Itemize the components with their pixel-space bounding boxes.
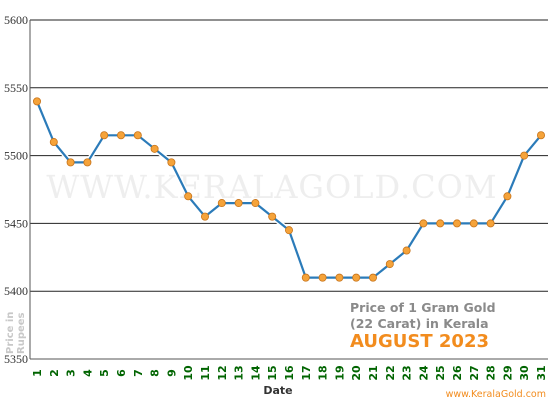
- x-axis-label: Date: [263, 384, 292, 397]
- data-point: [117, 131, 126, 140]
- x-tick-label: 12: [216, 365, 229, 380]
- x-tick-label: 2: [48, 369, 61, 377]
- data-point: [184, 192, 193, 201]
- data-point: [100, 131, 109, 140]
- data-point: [284, 226, 293, 235]
- data-point: [436, 219, 445, 228]
- data-point: [133, 131, 142, 140]
- x-tick-label: 8: [149, 369, 162, 377]
- x-tick-label: 14: [249, 365, 262, 381]
- data-point: [200, 212, 209, 221]
- x-tick-label: 11: [199, 365, 212, 380]
- data-point: [419, 219, 428, 228]
- y-tick-label: 5350: [4, 352, 28, 366]
- data-point: [217, 199, 226, 208]
- info-month: AUGUST 2023: [350, 331, 489, 352]
- x-tick-label: 30: [518, 365, 531, 381]
- x-tick-label: 10: [182, 365, 195, 381]
- y-axis-label-line-2: Rupees: [16, 312, 27, 354]
- x-tick-label: 23: [401, 365, 414, 380]
- data-point: [49, 138, 58, 147]
- data-point: [268, 212, 277, 221]
- data-point: [251, 199, 260, 208]
- data-point: [167, 158, 176, 167]
- data-point: [503, 192, 512, 201]
- data-point: [520, 151, 529, 160]
- y-tick-label: 5550: [4, 81, 28, 95]
- data-point: [537, 131, 546, 140]
- data-point: [452, 219, 461, 228]
- data-point: [83, 158, 92, 167]
- data-point: [301, 273, 310, 282]
- data-point: [352, 273, 361, 282]
- axes: [29, 20, 548, 360]
- x-tick-label: 16: [283, 365, 296, 381]
- data-point: [234, 199, 243, 208]
- x-tick-label: 18: [317, 365, 330, 380]
- data-point: [385, 260, 394, 269]
- x-tick-label: 1: [31, 369, 44, 377]
- y-axis-label: Price in Rupees: [5, 312, 27, 354]
- data-point: [486, 219, 495, 228]
- chart-info: Price of 1 Gram Gold (22 Carat) in Keral…: [350, 300, 496, 352]
- gridlines: [30, 19, 548, 292]
- watermark: WWW.KERALAGOLD.COM: [46, 168, 497, 206]
- x-tick-label: 5: [98, 369, 111, 377]
- y-axis-label-line-1: Price in: [5, 312, 16, 354]
- y-tick-label: 5450: [4, 216, 28, 230]
- x-tick-label: 22: [384, 365, 397, 380]
- x-tick-label: 4: [81, 369, 94, 377]
- price-markers: [33, 97, 546, 282]
- data-point: [318, 273, 327, 282]
- y-tick-label: 5500: [4, 149, 28, 163]
- source-credit: www.KeralaGold.com: [446, 389, 546, 400]
- x-tick-label: 28: [485, 365, 498, 380]
- data-point: [33, 97, 42, 106]
- y-tick-label: 5600: [4, 13, 28, 27]
- x-tick-label: 6: [115, 369, 128, 377]
- x-tick-label: 29: [501, 365, 514, 380]
- data-point: [335, 273, 344, 282]
- data-point: [469, 219, 478, 228]
- data-point: [66, 158, 75, 167]
- data-point: [150, 144, 159, 153]
- data-point: [368, 273, 377, 282]
- info-line-1: Price of 1 Gram Gold: [350, 300, 496, 315]
- y-tick-labels: 5350 5400 5450 5500 5550 5600: [4, 13, 28, 366]
- x-tick-labels: 1 2 3 4 5 6 7 8 9 10 11 12 13 14 15 16 17 18 19 20 21 22 23 24 2…: [31, 365, 548, 381]
- x-tick-label: 7: [132, 369, 145, 377]
- x-tick-label: 17: [300, 365, 313, 380]
- x-tick-label: 9: [165, 369, 178, 377]
- x-tick-label: 20: [350, 365, 363, 381]
- x-tick-label: 31: [535, 365, 548, 380]
- x-tick-label: 21: [367, 365, 380, 380]
- x-tick-label: 13: [233, 365, 246, 380]
- x-tick-label: 15: [266, 365, 279, 380]
- x-tick-label: 27: [468, 365, 481, 380]
- x-tick-label: 19: [333, 365, 346, 380]
- x-tick-label: 25: [434, 365, 447, 380]
- x-tick-label: 3: [65, 369, 78, 377]
- x-tick-label: 24: [417, 365, 430, 381]
- data-point: [402, 246, 411, 255]
- y-tick-label: 5400: [4, 284, 28, 298]
- info-line-2: (22 Carat) in Kerala: [350, 316, 489, 331]
- x-tick-label: 26: [451, 365, 464, 381]
